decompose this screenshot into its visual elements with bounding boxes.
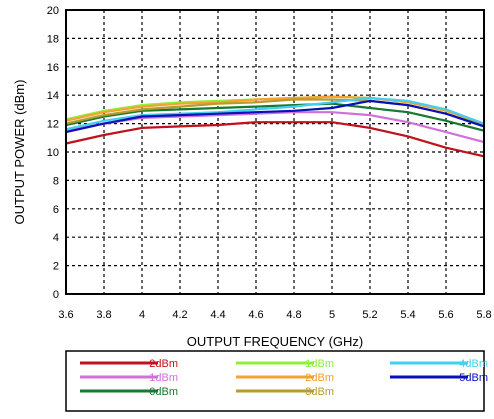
- grid-lines: [66, 10, 484, 294]
- legend-label: -2dBm: [146, 358, 178, 370]
- legend-label: 2dBm: [305, 372, 334, 384]
- x-tick-label: 4.6: [248, 309, 263, 321]
- legend-label: 1dBm: [305, 358, 334, 370]
- series-line-2dBm: [65, 95, 485, 125]
- y-tick-label: 4: [53, 232, 59, 244]
- legend-label: -1dBm: [146, 372, 178, 384]
- x-tick-label: 3.8: [96, 309, 111, 321]
- y-tick-labels: 0 2 4 6 8 10 12 14 16 18 20: [47, 5, 59, 301]
- y-tick-label: 2: [53, 261, 59, 273]
- y-tick-label: 16: [47, 62, 59, 74]
- x-tick-label: 5: [329, 309, 335, 321]
- y-axis-title: OUTPUT POWER (dBm): [12, 80, 27, 225]
- legend: -2dBm -1dBm 0dBm 1dBm 2dBm 3dBm 4dBm 5dBm: [80, 358, 488, 398]
- y-tick-label: 10: [47, 147, 59, 159]
- legend-box: [65, 350, 485, 412]
- y-tick-label: 12: [47, 119, 59, 131]
- x-tick-label: 5.4: [400, 309, 415, 321]
- x-tick-labels: 3.6 3.8 4 4.2 4.4 4.6 4.8 5 5.2 5.4 5.6 5.8: [58, 309, 491, 321]
- x-tick-label: 5.6: [438, 309, 453, 321]
- y-tick-label: 0: [53, 289, 59, 301]
- series-line--2dBm: [65, 121, 485, 158]
- legend-label: 5dBm: [459, 372, 488, 384]
- y-tick-label: 18: [47, 33, 59, 45]
- x-tick-label: 4: [139, 309, 145, 321]
- x-axis-title: OUTPUT FREQUENCY (GHz): [187, 334, 363, 349]
- series-line-4dBm: [65, 96, 485, 131]
- series-lines: [65, 95, 485, 158]
- y-tick-label: 20: [47, 5, 59, 17]
- x-tick-label: 5.8: [476, 309, 491, 321]
- x-tick-label: 4.8: [286, 309, 301, 321]
- y-tick-label: 14: [47, 90, 59, 102]
- series-line--1dBm: [65, 111, 485, 144]
- series-line-5dBm: [65, 99, 485, 134]
- series-line-0dBm: [65, 102, 485, 132]
- x-tick-label: 4.2: [172, 309, 187, 321]
- legend-label: 3dBm: [305, 386, 334, 398]
- x-tick-label: 5.2: [362, 309, 377, 321]
- x-tick-label: 3.6: [58, 309, 73, 321]
- legend-label: 0dBm: [149, 386, 178, 398]
- legend-label: 4dBm: [459, 358, 488, 370]
- x-tick-label: 4.4: [210, 309, 225, 321]
- y-tick-label: 8: [53, 175, 59, 187]
- plot-frame: [65, 9, 485, 295]
- y-tick-label: 6: [53, 204, 59, 216]
